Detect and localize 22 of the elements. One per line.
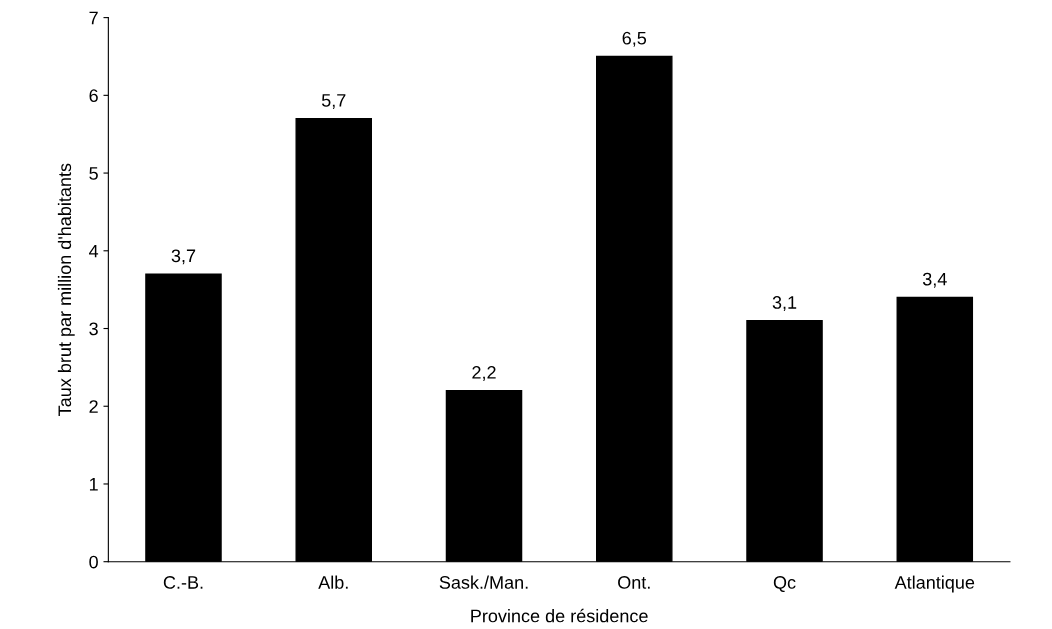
x-tick-label: Qc xyxy=(773,576,796,593)
y-tick-label: 6 xyxy=(89,89,98,103)
y-tick-label: 5 xyxy=(89,167,98,180)
y-tick-label: 1 xyxy=(89,478,98,491)
data-label: 6,5 xyxy=(622,31,647,47)
x-tick-label: Alb. xyxy=(318,575,348,589)
data-label: 3,7 xyxy=(171,249,196,265)
y-axis-title: Taux brut par million d'habitants xyxy=(57,163,75,416)
data-label: 2,2 xyxy=(472,366,496,381)
data-label: 3,4 xyxy=(922,272,947,288)
y-tick-label: 4 xyxy=(89,244,99,258)
y-tick-label: 0 xyxy=(89,555,98,569)
y-tick-label: 3 xyxy=(89,322,98,336)
y-tick-label: 2 xyxy=(89,400,98,413)
data-label: 3,1 xyxy=(772,296,797,311)
x-tick-label: Atlantique xyxy=(894,575,975,593)
data-label: 5,7 xyxy=(321,94,346,109)
x-axis-title: Province de résidence xyxy=(471,608,648,623)
x-tick-label: C.-B. xyxy=(163,576,203,589)
x-tick-label: Ont. xyxy=(618,576,650,589)
y-tick-label: 7 xyxy=(89,11,98,25)
x-tick-label: Sask./Man. xyxy=(439,575,528,589)
